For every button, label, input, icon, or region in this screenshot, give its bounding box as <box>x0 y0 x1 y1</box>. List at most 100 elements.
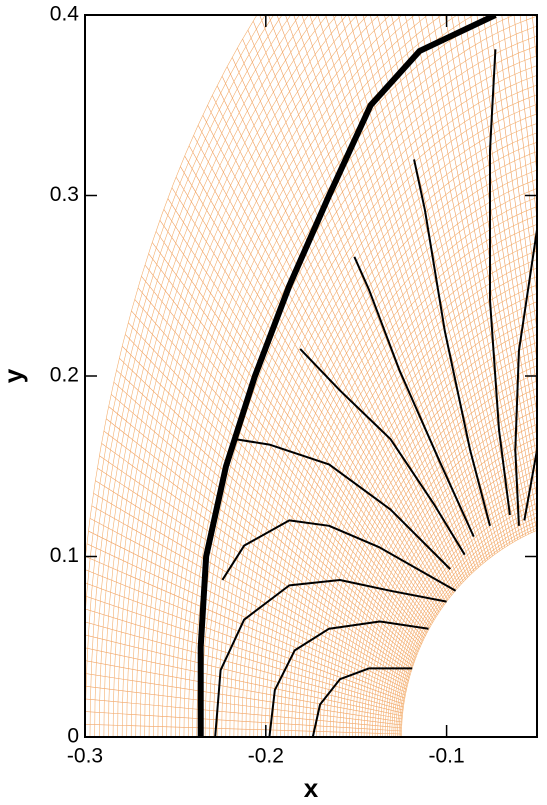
mesh-line <box>336 380 537 737</box>
mesh-line <box>355 423 537 737</box>
mesh-line <box>283 259 537 737</box>
mesh-line <box>217 103 537 737</box>
mesh-line <box>112 15 328 737</box>
mesh-line <box>372 463 537 737</box>
mesh-line <box>221 75 462 585</box>
mesh-line <box>319 341 537 737</box>
mesh-line <box>85 569 405 699</box>
mesh-line <box>276 241 537 737</box>
mesh-line <box>424 15 532 533</box>
mesh-line <box>348 409 537 737</box>
y-axis-title: y <box>0 368 28 383</box>
mesh-line <box>110 394 417 658</box>
mesh-line <box>89 15 283 737</box>
mesh-line <box>253 188 537 737</box>
mesh-line <box>116 369 419 653</box>
mesh-line <box>397 520 537 737</box>
mesh-line <box>157 15 443 737</box>
mesh-line <box>85 673 402 723</box>
mesh-line <box>161 15 458 737</box>
contour-line <box>488 49 511 516</box>
mesh-line <box>99 455 412 673</box>
mesh-line <box>377 15 513 543</box>
contour-line <box>353 256 475 538</box>
mesh-line <box>233 141 537 737</box>
mesh-line <box>431 15 535 532</box>
mesh-line <box>85 685 402 726</box>
mesh-line <box>212 95 458 589</box>
mesh-line <box>482 15 537 391</box>
mesh-line <box>141 276 429 631</box>
mesh-line <box>108 406 415 661</box>
mesh-line <box>362 15 508 546</box>
mesh-line <box>316 333 537 737</box>
mesh-line <box>397 15 521 539</box>
mesh-line <box>213 94 537 737</box>
mesh-line <box>179 15 537 737</box>
mesh-line <box>285 15 484 564</box>
mesh-line <box>85 15 266 621</box>
mesh <box>85 0 547 737</box>
mesh-line <box>332 15 498 553</box>
mesh-line <box>525 0 547 515</box>
mesh-line <box>382 487 537 737</box>
x-axis-title: x <box>304 773 319 803</box>
mesh-line <box>377 475 537 737</box>
contour-line <box>413 159 491 527</box>
mesh-line <box>153 15 429 737</box>
mesh-line <box>159 220 437 618</box>
mesh-line <box>259 15 477 570</box>
mesh-line <box>85 660 403 720</box>
mesh-line <box>384 492 537 737</box>
y-tick-label: 0.1 <box>50 544 79 567</box>
mesh-line <box>325 15 496 555</box>
mesh-line <box>121 15 348 737</box>
mesh-line <box>155 231 435 621</box>
mesh-line <box>301 15 489 560</box>
mesh-line <box>398 524 537 737</box>
mesh-line <box>309 15 491 558</box>
mesh-line <box>117 15 338 737</box>
x-tick-label: -0.2 <box>248 745 284 768</box>
mesh-line <box>184 155 447 603</box>
mesh-line <box>101 443 413 670</box>
mesh-line <box>148 253 432 626</box>
mesh-line <box>187 35 537 737</box>
mesh-line <box>171 187 441 610</box>
mesh-line <box>295 284 537 737</box>
mesh-line <box>183 25 537 737</box>
contour-line <box>234 438 451 570</box>
mesh-line <box>163 209 438 616</box>
mesh-line <box>291 276 537 737</box>
mesh-line <box>85 634 403 714</box>
mesh-line <box>121 346 421 647</box>
mesh-line <box>85 724 402 735</box>
contour-line <box>221 519 457 592</box>
mesh-line <box>93 492 409 681</box>
mesh-line <box>167 198 440 613</box>
mesh-line <box>268 224 537 737</box>
mesh-line <box>252 20 475 572</box>
mesh-line <box>339 388 537 737</box>
mesh-line <box>180 166 445 606</box>
mesh-line <box>411 15 527 536</box>
mesh-line <box>245 169 537 737</box>
mesh-line <box>532 0 547 515</box>
mesh-line <box>208 84 537 737</box>
mesh-line <box>85 556 406 696</box>
mesh-line <box>395 516 537 737</box>
mesh-line <box>457 15 537 482</box>
mesh-line <box>369 15 511 545</box>
mesh-line <box>196 55 537 737</box>
mesh-line <box>144 264 430 628</box>
mesh-line <box>88 530 407 690</box>
mesh-line <box>97 467 411 676</box>
mesh-line <box>202 115 454 594</box>
mesh-line <box>103 15 309 737</box>
mesh-line <box>276 15 482 566</box>
mesh-line <box>139 15 391 737</box>
mesh-line <box>280 250 537 737</box>
mesh-line <box>268 15 479 568</box>
x-tick-label: -0.3 <box>67 745 103 768</box>
